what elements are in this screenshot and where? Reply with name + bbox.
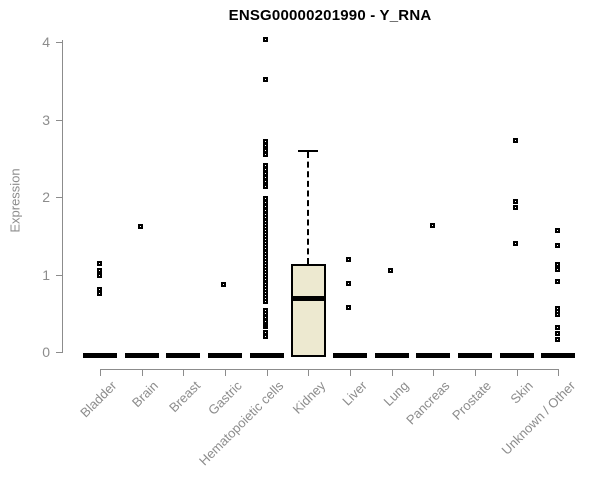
x-category-label: Brain (129, 378, 162, 411)
x-axis-tick (349, 369, 351, 376)
x-axis-tick (183, 369, 185, 376)
median-bar (457, 353, 492, 358)
outlier-point (263, 77, 269, 83)
y-axis-tick (56, 119, 62, 121)
y-tick-label: 4 (42, 34, 50, 50)
x-category-label: Pancreas (403, 378, 453, 428)
outlier-point (554, 261, 560, 267)
outlier-point (263, 310, 269, 316)
x-axis-tick (474, 369, 476, 376)
x-axis-tick (266, 369, 268, 376)
x-axis-tick (516, 369, 518, 376)
x-category-label: Skin (507, 378, 537, 407)
median-bar (207, 353, 242, 358)
outlier-point (263, 183, 269, 189)
outlier-point (513, 199, 518, 205)
outlier-point (96, 291, 102, 297)
x-axis-tick (391, 369, 393, 376)
outlier-point (346, 304, 352, 310)
median-bar (249, 353, 284, 358)
median-bar (541, 353, 576, 358)
median-bar (374, 353, 409, 358)
x-category-label: Kidney (289, 378, 328, 417)
median-bar (166, 353, 201, 358)
outlier-point (263, 143, 269, 149)
outlier-point (263, 37, 269, 43)
outlier-point (138, 223, 144, 229)
outlier-point (346, 257, 352, 263)
x-axis-tick (308, 369, 310, 376)
outlier-point (263, 166, 269, 172)
y-axis-tick (56, 42, 62, 43)
outlier-point (554, 278, 560, 284)
outlier-point (513, 205, 518, 211)
x-axis-line (100, 369, 560, 370)
x-category-label: Breast (165, 378, 203, 416)
x-category-label: Liver (338, 378, 370, 409)
outlier-point (513, 137, 518, 143)
outlier-point (96, 261, 102, 267)
y-tick-label: 3 (42, 111, 50, 128)
outlier-point (554, 312, 560, 318)
median-bar (124, 353, 159, 358)
outlier-point (263, 151, 269, 157)
box-median-line (290, 295, 326, 301)
median-bar (83, 353, 117, 358)
outlier-point (263, 179, 269, 184)
outlier-point (429, 223, 435, 229)
outlier-point (554, 266, 560, 272)
outlier-point (96, 268, 102, 274)
x-category-label: Bladder (77, 378, 120, 421)
x-axis-tick (558, 369, 560, 376)
outlier-point (554, 324, 560, 330)
y-axis-tick (56, 197, 62, 198)
chart-title: ENSG00000201990 - Y_RNA (228, 7, 432, 24)
outlier-point (96, 286, 102, 292)
y-tick-label: 1 (42, 266, 50, 283)
x-category-label: Gastric (204, 378, 245, 418)
y-tick-label: 0 (42, 344, 50, 360)
x-axis-tick (100, 369, 101, 376)
outlier-point (263, 299, 269, 305)
outlier-point (96, 272, 102, 278)
outlier-point (554, 242, 560, 248)
outlier-point (388, 268, 394, 274)
y-axis-line (62, 40, 63, 353)
x-category-label: Unknown / Other (498, 378, 578, 458)
outlier-point (554, 330, 560, 336)
outlier-point (346, 281, 352, 287)
y-axis-tick (56, 274, 62, 276)
median-bar (416, 353, 451, 358)
x-category-label: Lung (380, 378, 412, 410)
x-axis-tick (224, 369, 226, 376)
outlier-point (263, 207, 269, 213)
outlier-point (221, 282, 227, 288)
median-bar (332, 353, 367, 358)
whisker-line (307, 152, 310, 264)
y-tick-label: 2 (42, 189, 50, 205)
x-category-label: Prostate (449, 378, 495, 423)
outlier-point (554, 227, 560, 233)
y-axis-tick (56, 352, 62, 353)
outlier-point (263, 323, 269, 329)
median-bar (499, 353, 534, 358)
outlier-point (263, 334, 269, 339)
whisker-cap (298, 150, 319, 153)
box (290, 263, 326, 357)
x-axis-tick (141, 369, 143, 376)
outlier-point (554, 337, 560, 343)
outlier-point (513, 241, 518, 246)
x-axis-tick (433, 369, 435, 376)
